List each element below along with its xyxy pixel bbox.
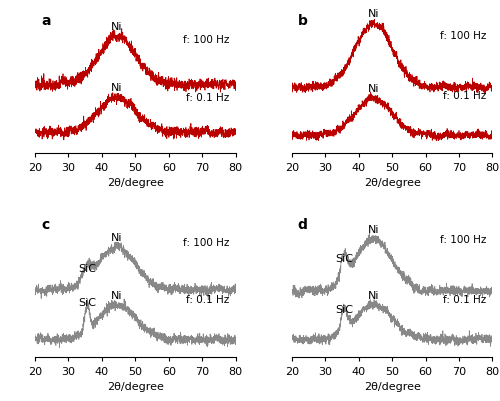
Text: f: 0.1 Hz: f: 0.1 Hz xyxy=(186,294,230,304)
X-axis label: 2θ/degree: 2θ/degree xyxy=(364,178,420,188)
Text: f: 0.1 Hz: f: 0.1 Hz xyxy=(443,294,486,304)
Text: f: 100 Hz: f: 100 Hz xyxy=(184,35,230,45)
Text: b: b xyxy=(298,14,308,28)
Text: f: 100 Hz: f: 100 Hz xyxy=(184,237,230,247)
Text: SiC: SiC xyxy=(335,304,353,314)
Text: f: 0.1 Hz: f: 0.1 Hz xyxy=(186,92,230,102)
Text: Ni: Ni xyxy=(368,9,380,19)
Text: f: 0.1 Hz: f: 0.1 Hz xyxy=(443,91,486,101)
Text: Ni: Ni xyxy=(111,83,122,93)
Text: c: c xyxy=(41,218,50,232)
X-axis label: 2θ/degree: 2θ/degree xyxy=(107,381,164,391)
Text: Ni: Ni xyxy=(111,232,122,242)
Text: SiC: SiC xyxy=(78,298,96,308)
Text: a: a xyxy=(41,14,50,28)
Text: Ni: Ni xyxy=(368,225,380,235)
Text: SiC: SiC xyxy=(335,254,353,264)
Text: SiC: SiC xyxy=(78,263,96,273)
X-axis label: 2θ/degree: 2θ/degree xyxy=(364,381,420,391)
Text: Ni: Ni xyxy=(111,290,122,300)
Text: d: d xyxy=(298,218,308,232)
Text: Ni: Ni xyxy=(368,84,380,94)
Text: f: 100 Hz: f: 100 Hz xyxy=(440,234,486,244)
Text: Ni: Ni xyxy=(368,290,380,300)
Text: Ni: Ni xyxy=(111,22,122,32)
Text: f: 100 Hz: f: 100 Hz xyxy=(440,31,486,41)
X-axis label: 2θ/degree: 2θ/degree xyxy=(107,178,164,188)
